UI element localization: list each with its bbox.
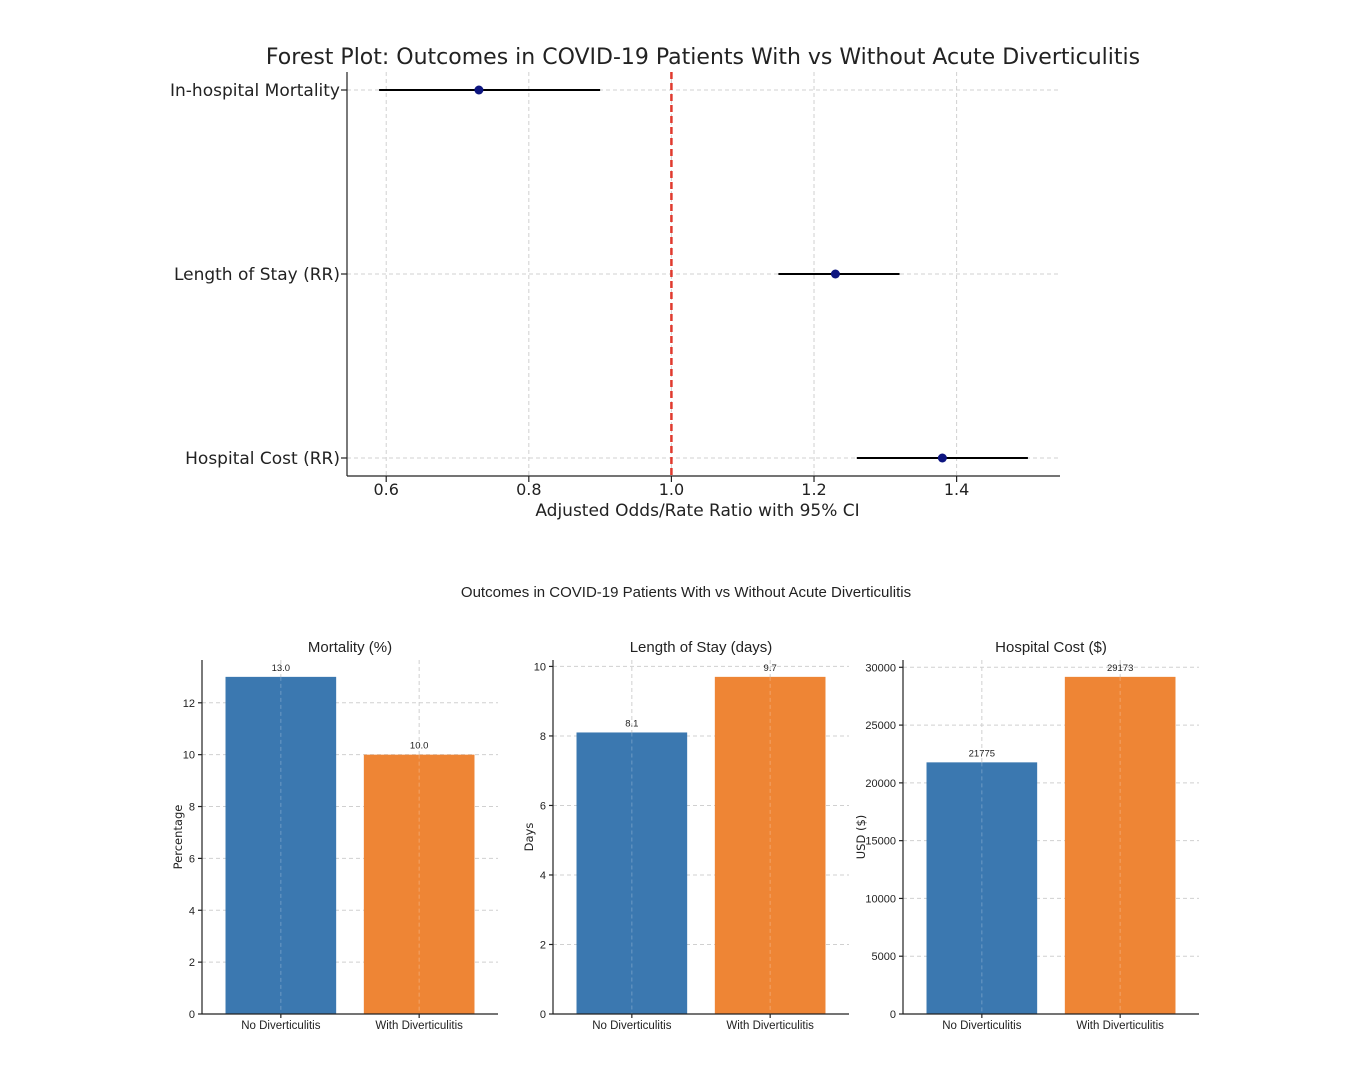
bar-y-axis-label: Percentage — [171, 805, 185, 870]
bar-y-tick-label: 12 — [183, 698, 195, 710]
bar-y-tick-label: 10000 — [865, 893, 896, 905]
bar — [363, 754, 475, 1014]
bar-value-label: 13.0 — [272, 663, 291, 674]
bar-y-tick-label: 0 — [189, 1009, 195, 1021]
bar-charts-suptitle: Outcomes in COVID-19 Patients With vs Wi… — [461, 584, 911, 601]
forest-x-tick-label: 0.8 — [516, 480, 541, 499]
bar-y-tick-label: 0 — [540, 1009, 546, 1021]
bar-y-tick-label: 8 — [189, 802, 195, 814]
bar-y-tick-label: 30000 — [865, 662, 896, 674]
bar-y-tick-label: 2 — [189, 957, 195, 969]
forest-point — [937, 453, 947, 463]
forest-y-tick-label: In-hospital Mortality — [170, 81, 340, 101]
bar — [225, 676, 337, 1014]
bar-y-tick-label: 15000 — [865, 836, 896, 848]
forest-x-tick-label: 1.0 — [659, 480, 684, 499]
bar-y-tick-label: 10 — [534, 661, 546, 673]
bar-x-tick-label: No Diverticulitis — [592, 1020, 671, 1032]
bar-panel: 13.0 10.0 0 2 4 6 8 10 12 No Diverticulitis With D… — [171, 639, 498, 1032]
forest-x-tick-label: 1.4 — [944, 480, 969, 499]
bar-y-axis-label: Days — [522, 823, 536, 852]
bar-x-tick-label: With Diverticulitis — [726, 1020, 814, 1032]
forest-point — [830, 269, 840, 279]
bar-y-tick-label: 4 — [189, 905, 195, 917]
bar — [926, 762, 1038, 1014]
bar-y-tick-label: 25000 — [865, 720, 896, 732]
bar-panel: 8.1 9.7 0 2 4 6 8 10 No Diverticulitis With Diver… — [522, 639, 849, 1032]
forest-x-tick-label: 1.2 — [801, 480, 826, 499]
bar-panel-title: Mortality (%) — [308, 639, 392, 656]
bar-value-label: 10.0 — [410, 741, 429, 752]
bar-y-tick-label: 6 — [189, 853, 195, 865]
bar-y-axis-label: USD ($) — [854, 815, 868, 860]
forest-plot-title: Forest Plot: Outcomes in COVID-19 Patien… — [266, 45, 1140, 70]
bar-x-tick-label: With Diverticulitis — [1076, 1020, 1164, 1032]
bar-panel-title: Length of Stay (days) — [630, 639, 773, 656]
bar-y-tick-label: 4 — [540, 870, 546, 882]
forest-x-tick-label: 0.6 — [373, 480, 398, 499]
bar — [1064, 676, 1176, 1014]
bar-y-tick-label: 6 — [540, 800, 546, 812]
bar-charts: 13.0 10.0 0 2 4 6 8 10 12 No Diverticulitis With D… — [171, 639, 1199, 1032]
forest-y-tick-label: Hospital Cost (RR) — [185, 449, 340, 469]
forest-x-axis-label: Adjusted Odds/Rate Ratio with 95% CI — [535, 501, 859, 521]
bar-y-tick-label: 8 — [540, 731, 546, 743]
bar-x-tick-label: No Diverticulitis — [241, 1020, 320, 1032]
bar-value-label: 9.7 — [764, 663, 777, 674]
forest-plot: 0.6 0.8 1.0 1.2 1.4 In-hospital Mortality Leng… — [170, 72, 1060, 521]
bar-y-tick-label: 20000 — [865, 778, 896, 790]
forest-point — [474, 85, 484, 95]
bar — [576, 732, 688, 1014]
forest-y-tick-label: Length of Stay (RR) — [174, 265, 340, 285]
bar-value-label: 21775 — [969, 748, 995, 759]
bar-y-tick-label: 10 — [183, 750, 195, 762]
bar-x-tick-label: No Diverticulitis — [942, 1020, 1021, 1032]
bar-y-tick-label: 5000 — [872, 951, 896, 963]
bar-value-label: 29173 — [1107, 663, 1133, 674]
bar-y-tick-label: 0 — [890, 1009, 896, 1021]
bar-panel: 21775 29173 0 5000 10000 15000 20000 25000 30000… — [854, 639, 1199, 1032]
bar-x-tick-label: With Diverticulitis — [375, 1020, 463, 1032]
bar-y-tick-label: 2 — [540, 939, 546, 951]
bar-panel-title: Hospital Cost ($) — [995, 639, 1107, 656]
bar-value-label: 8.1 — [625, 718, 638, 729]
bar — [714, 676, 826, 1014]
